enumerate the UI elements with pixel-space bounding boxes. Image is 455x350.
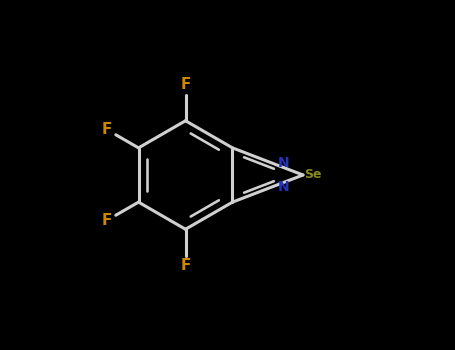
Text: F: F: [102, 213, 112, 228]
Text: F: F: [180, 258, 191, 273]
Text: Se: Se: [303, 168, 321, 182]
Text: N: N: [278, 180, 289, 194]
Text: N: N: [278, 156, 289, 170]
Text: F: F: [180, 77, 191, 92]
Text: F: F: [102, 122, 112, 137]
